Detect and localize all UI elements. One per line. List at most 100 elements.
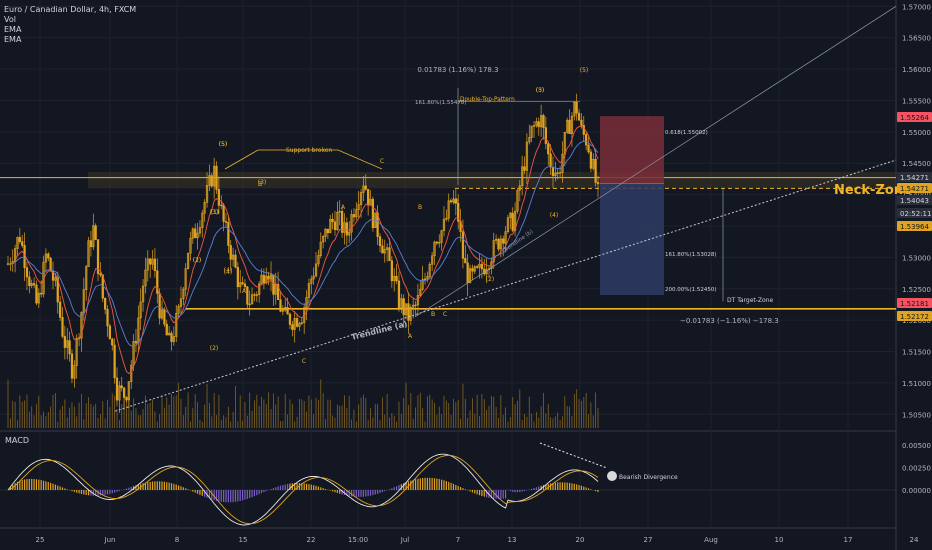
candle-body xyxy=(127,381,130,401)
candle-body xyxy=(594,158,597,183)
candle-body xyxy=(281,309,284,312)
time-axis[interactable]: 25 Jun 8 15 22 15:00 Jul 7 13 20 27 Aug 10 17 24 xyxy=(36,536,919,544)
candle-body xyxy=(343,222,346,233)
candle-body xyxy=(111,338,114,346)
time-tick-label: Jun xyxy=(104,536,116,544)
candle-body xyxy=(461,231,465,259)
legend-ema-2[interactable]: EMA xyxy=(4,35,22,44)
candle-body xyxy=(291,324,294,330)
candle-body xyxy=(322,236,325,243)
neck-zone-label: Neck-Zone xyxy=(834,183,912,198)
candle-body xyxy=(345,222,348,236)
price-label: 1.54271 xyxy=(900,185,929,193)
time-tick-label: Jul xyxy=(400,536,410,544)
wave-label: A xyxy=(341,204,346,211)
wave-label: C xyxy=(302,358,306,365)
support-broken-label: Support broken xyxy=(286,147,332,154)
candle-body xyxy=(18,237,21,242)
fib-161-label: 161.80%(1.53028) xyxy=(665,252,717,258)
price-tick-label: 1.55000 xyxy=(902,129,931,137)
candle-body xyxy=(106,309,109,327)
candle-body xyxy=(118,385,121,401)
macd-signal-line xyxy=(7,454,599,525)
macd-title[interactable]: MACD xyxy=(5,436,29,445)
candle-body xyxy=(307,283,311,298)
candle-body xyxy=(371,198,375,229)
candle-body xyxy=(587,144,590,153)
measure-top-label: 0.01783 (1.16%) 178.3 xyxy=(417,66,498,74)
candle-body xyxy=(82,289,85,313)
candle-body xyxy=(288,313,292,325)
price-tick-label: 1.55500 xyxy=(902,97,931,105)
legend-volume[interactable]: Vol xyxy=(4,15,16,24)
candle-body xyxy=(220,204,223,207)
candle-body xyxy=(144,269,147,287)
price-tick-label: 1.56000 xyxy=(902,66,931,74)
candle-body xyxy=(333,221,337,231)
candle-body xyxy=(194,228,197,239)
price-axis[interactable]: 1.57000 1.56500 1.56000 1.55500 1.55000 1.545… xyxy=(897,3,932,495)
candle-body xyxy=(494,238,498,241)
candle-body xyxy=(582,125,585,135)
wave-label: (4) xyxy=(550,212,559,219)
candle-body xyxy=(487,268,491,270)
chart-legend: Euro / Canadian Dollar, 4h, FXCM Vol EMA… xyxy=(4,5,136,45)
candle-body xyxy=(265,275,268,284)
price-label-bg xyxy=(897,298,932,308)
wave-label: (1) xyxy=(211,209,220,216)
candle-body xyxy=(378,236,382,247)
candle-body xyxy=(381,245,384,254)
candle-body xyxy=(70,353,74,379)
time-tick-label: 27 xyxy=(644,536,653,544)
fib-top-label: 161.80%(1.55478) xyxy=(415,100,467,106)
candle-body xyxy=(167,332,171,336)
candle-body xyxy=(329,218,332,234)
symbol-title[interactable]: Euro / Canadian Dollar, 4h, FXCM xyxy=(4,5,137,14)
neck-zone-band xyxy=(88,172,896,189)
candle-body xyxy=(229,245,232,260)
candle-body xyxy=(160,309,164,319)
candle-body xyxy=(113,344,116,379)
candle-body xyxy=(478,263,481,268)
candle-body xyxy=(120,385,123,389)
candle-body xyxy=(146,258,149,271)
measure-bottom-label: −0.01783 (−1.16%) −178.3 xyxy=(680,317,779,325)
candle-body xyxy=(300,322,303,324)
legend-ema-1[interactable]: EMA xyxy=(4,25,22,34)
candle-body xyxy=(592,158,595,169)
price-label: 1.54043 xyxy=(900,197,929,205)
candle-body xyxy=(104,297,107,310)
candle-body xyxy=(179,298,183,307)
candle-body xyxy=(464,258,467,264)
price-label: 1.52172 xyxy=(900,313,929,321)
candle-body xyxy=(293,318,296,330)
candle-body xyxy=(445,217,448,220)
candle-body xyxy=(492,240,495,263)
candle-body xyxy=(423,278,427,280)
wave-label: (1) xyxy=(193,257,202,264)
candle-body xyxy=(13,248,17,262)
candle-body xyxy=(234,254,237,268)
price-label-bg xyxy=(897,208,932,218)
candle-body xyxy=(518,185,521,191)
candle-body xyxy=(47,253,50,259)
candle-body xyxy=(561,153,564,173)
candle-body xyxy=(262,274,266,284)
candle-body xyxy=(537,121,540,128)
candle-body xyxy=(471,268,474,272)
candle-body xyxy=(556,172,559,174)
price-label: 1.54271 xyxy=(900,174,929,182)
candle-body xyxy=(523,166,526,171)
candle-body xyxy=(532,125,536,127)
time-tick-label: 20 xyxy=(576,536,585,544)
ema-lines xyxy=(7,125,599,375)
candle-body xyxy=(357,204,360,210)
time-tick-label: 15:00 xyxy=(348,536,368,544)
time-tick-label: 8 xyxy=(175,536,179,544)
candle-body xyxy=(279,299,282,312)
candle-body xyxy=(196,232,199,239)
candle-body xyxy=(208,175,211,186)
candle-body xyxy=(66,340,69,348)
divergence-marker xyxy=(607,471,617,481)
